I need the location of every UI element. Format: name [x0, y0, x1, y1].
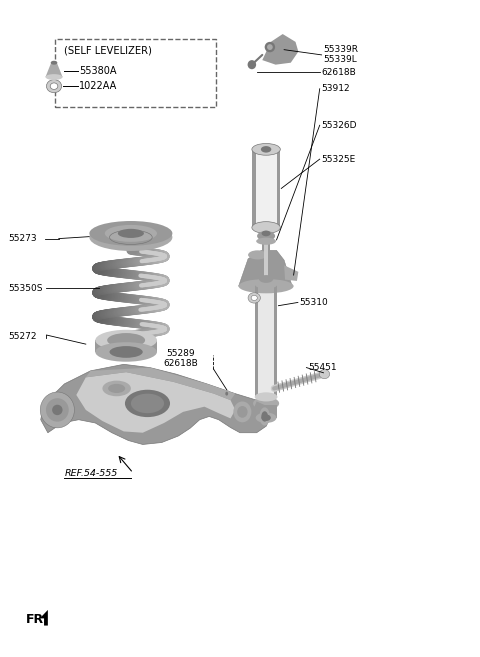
Text: 55380A: 55380A [79, 66, 116, 76]
Bar [262, 231, 270, 284]
Ellipse shape [262, 231, 271, 237]
Ellipse shape [252, 143, 280, 155]
Text: 62618B: 62618B [163, 359, 198, 367]
Ellipse shape [40, 392, 74, 428]
Ellipse shape [261, 415, 271, 421]
Ellipse shape [96, 342, 157, 362]
Ellipse shape [319, 369, 330, 378]
Ellipse shape [52, 405, 62, 415]
Polygon shape [284, 265, 299, 281]
Ellipse shape [89, 221, 172, 246]
Text: 55273: 55273 [9, 234, 37, 243]
Text: 1022AA: 1022AA [79, 81, 117, 91]
Polygon shape [41, 365, 271, 444]
Bar [252, 149, 256, 227]
Ellipse shape [256, 413, 276, 423]
Ellipse shape [261, 411, 268, 422]
Bar [255, 284, 258, 397]
Ellipse shape [224, 390, 229, 397]
Ellipse shape [96, 330, 157, 351]
Bar [256, 149, 276, 227]
Ellipse shape [264, 42, 275, 53]
Ellipse shape [102, 380, 131, 396]
Ellipse shape [46, 398, 69, 422]
Text: 55350S: 55350S [9, 284, 43, 292]
Polygon shape [40, 610, 48, 625]
Bar [256, 405, 276, 418]
Ellipse shape [253, 397, 279, 410]
Bar [252, 149, 280, 227]
Ellipse shape [50, 83, 58, 89]
Ellipse shape [248, 250, 267, 260]
Ellipse shape [105, 225, 157, 242]
Bar [255, 284, 277, 397]
Bar [274, 284, 277, 397]
Polygon shape [46, 62, 62, 77]
Text: 55310: 55310 [300, 298, 328, 307]
Ellipse shape [46, 74, 62, 80]
Bar [276, 149, 280, 227]
Ellipse shape [118, 229, 144, 238]
Ellipse shape [51, 60, 57, 64]
Ellipse shape [259, 275, 273, 283]
Ellipse shape [248, 60, 256, 69]
Ellipse shape [47, 79, 61, 93]
Text: (SELF LEVELIZER): (SELF LEVELIZER) [64, 45, 152, 55]
Ellipse shape [252, 221, 280, 233]
Text: 55339L: 55339L [323, 55, 357, 64]
Ellipse shape [109, 346, 143, 358]
Polygon shape [262, 34, 299, 64]
Text: 55325E: 55325E [321, 154, 355, 164]
Ellipse shape [248, 292, 261, 303]
Ellipse shape [255, 280, 277, 289]
Ellipse shape [239, 279, 294, 293]
Text: 55326D: 55326D [321, 121, 357, 129]
Bar [258, 284, 274, 397]
Ellipse shape [257, 231, 275, 241]
Text: 53912: 53912 [321, 84, 350, 93]
Text: 55451: 55451 [308, 363, 336, 372]
Text: 55272: 55272 [9, 332, 37, 341]
Ellipse shape [131, 394, 164, 413]
Polygon shape [253, 401, 271, 428]
Polygon shape [239, 250, 292, 286]
Text: FR.: FR. [25, 613, 48, 626]
Text: 55339R: 55339R [323, 45, 358, 53]
Ellipse shape [237, 406, 248, 418]
Ellipse shape [255, 392, 277, 401]
Ellipse shape [125, 390, 170, 417]
Ellipse shape [233, 401, 252, 422]
Text: 62618B: 62618B [321, 68, 356, 77]
Polygon shape [76, 372, 235, 433]
Ellipse shape [225, 392, 228, 396]
Text: 55289: 55289 [167, 349, 195, 358]
Ellipse shape [251, 295, 257, 300]
Ellipse shape [267, 44, 273, 50]
Ellipse shape [107, 333, 145, 348]
Ellipse shape [261, 146, 271, 152]
Bar [96, 340, 157, 352]
Ellipse shape [256, 238, 276, 245]
Ellipse shape [108, 384, 125, 393]
Bar [264, 231, 268, 284]
Ellipse shape [260, 407, 270, 426]
Ellipse shape [89, 223, 172, 251]
Text: REF.54-555: REF.54-555 [64, 468, 118, 478]
Polygon shape [86, 367, 235, 400]
